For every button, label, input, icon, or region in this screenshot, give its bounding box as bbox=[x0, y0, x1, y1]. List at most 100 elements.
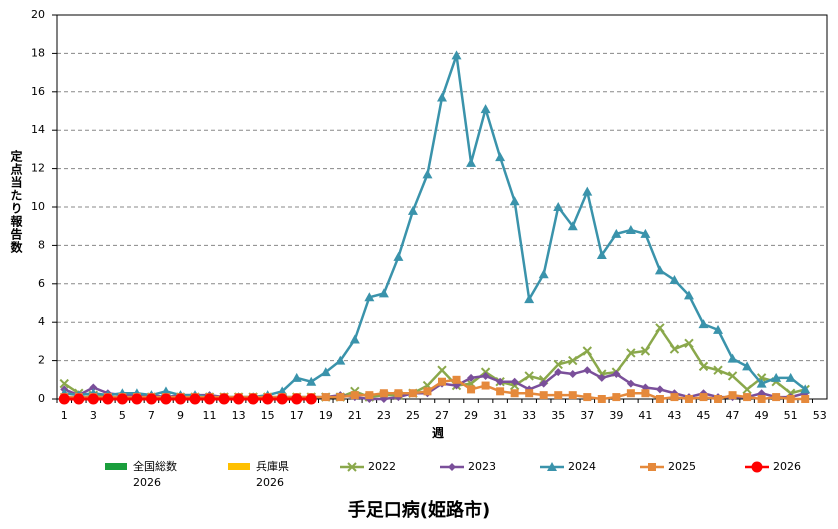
data-point bbox=[727, 353, 738, 363]
legend-label: 2024 bbox=[568, 460, 596, 473]
data-point bbox=[772, 393, 781, 402]
data-point bbox=[684, 338, 694, 349]
data-point bbox=[640, 346, 651, 356]
x-tick-label: 7 bbox=[148, 409, 155, 422]
data-point bbox=[597, 395, 606, 403]
x-tick-label: 25 bbox=[406, 409, 420, 422]
data-point bbox=[655, 395, 664, 403]
data-point bbox=[437, 92, 447, 102]
series-line bbox=[64, 378, 806, 401]
data-point bbox=[626, 348, 636, 358]
legend-marker bbox=[347, 462, 357, 472]
data-point bbox=[698, 319, 709, 329]
data-point bbox=[771, 372, 782, 382]
x-tick-label: 53 bbox=[813, 409, 827, 422]
y-tick-label: 14 bbox=[31, 123, 45, 136]
data-point bbox=[467, 373, 476, 382]
chart-title: 手足口病(姫路市) bbox=[347, 500, 491, 521]
y-tick-label: 16 bbox=[31, 85, 45, 98]
data-point bbox=[160, 393, 172, 405]
legend-label: 2022 bbox=[368, 460, 396, 473]
x-tick-label: 43 bbox=[667, 409, 681, 422]
data-point bbox=[496, 377, 505, 386]
data-point bbox=[582, 346, 592, 356]
data-point bbox=[365, 391, 374, 400]
data-point bbox=[567, 221, 578, 231]
data-point bbox=[510, 377, 519, 386]
data-point bbox=[801, 395, 810, 403]
x-tick-label: 1 bbox=[61, 409, 68, 422]
data-point bbox=[786, 395, 795, 403]
data-point bbox=[58, 393, 70, 405]
data-point bbox=[554, 368, 563, 377]
data-point bbox=[306, 376, 317, 386]
data-point bbox=[145, 393, 157, 405]
x-axis-label: 週 bbox=[432, 426, 445, 440]
x-tick-label: 15 bbox=[261, 409, 275, 422]
data-point bbox=[742, 361, 753, 371]
x-tick-label: 11 bbox=[203, 409, 217, 422]
data-point bbox=[189, 393, 201, 405]
y-tick-label: 4 bbox=[38, 315, 45, 328]
data-point bbox=[59, 378, 69, 389]
data-point bbox=[713, 365, 723, 375]
legend-label: 2025 bbox=[668, 460, 696, 473]
data-point bbox=[277, 386, 288, 396]
data-point bbox=[510, 389, 519, 398]
data-point bbox=[641, 389, 650, 398]
data-point bbox=[350, 391, 359, 400]
data-point bbox=[349, 334, 360, 344]
legend-label: 2026 bbox=[773, 460, 801, 473]
data-point bbox=[597, 373, 606, 382]
data-point bbox=[742, 384, 752, 395]
data-point bbox=[438, 377, 446, 386]
series-line bbox=[64, 54, 806, 399]
data-point bbox=[582, 186, 593, 196]
y-tick-label: 12 bbox=[31, 162, 45, 175]
data-point bbox=[466, 157, 477, 167]
data-point bbox=[756, 378, 767, 388]
data-point bbox=[698, 361, 709, 372]
data-point bbox=[525, 389, 534, 398]
data-point bbox=[640, 228, 651, 238]
data-point bbox=[539, 391, 548, 400]
data-point bbox=[612, 393, 621, 402]
data-point bbox=[553, 359, 563, 370]
data-point bbox=[757, 395, 766, 403]
data-point bbox=[568, 391, 577, 400]
data-point bbox=[393, 251, 404, 261]
data-point bbox=[684, 395, 693, 403]
data-point bbox=[467, 385, 476, 394]
x-tick-label: 27 bbox=[435, 409, 449, 422]
x-tick-label: 49 bbox=[755, 409, 769, 422]
data-point bbox=[553, 202, 564, 211]
data-point bbox=[394, 389, 403, 398]
x-tick-label: 35 bbox=[551, 409, 565, 422]
x-tick-label: 37 bbox=[580, 409, 594, 422]
y-tick-label: 8 bbox=[38, 238, 45, 251]
data-point bbox=[626, 379, 635, 388]
legend-label: 兵庫県 2026 bbox=[256, 460, 289, 489]
data-point bbox=[568, 355, 578, 366]
data-point bbox=[654, 265, 665, 275]
y-tick-label: 2 bbox=[38, 354, 45, 367]
data-point bbox=[321, 393, 330, 402]
data-point bbox=[539, 379, 548, 388]
legend-marker bbox=[648, 463, 656, 471]
data-point bbox=[218, 393, 230, 405]
x-tick-label: 29 bbox=[464, 409, 478, 422]
data-point bbox=[611, 228, 622, 238]
data-point bbox=[655, 385, 664, 394]
data-point bbox=[291, 372, 302, 382]
data-point bbox=[481, 381, 490, 390]
legend-marker bbox=[547, 462, 557, 471]
data-point bbox=[669, 274, 680, 284]
x-tick-label: 5 bbox=[119, 409, 126, 422]
data-point bbox=[422, 169, 433, 179]
x-tick-label: 39 bbox=[609, 409, 623, 422]
data-point bbox=[160, 386, 171, 396]
y-tick-label: 10 bbox=[31, 200, 45, 213]
data-point bbox=[262, 393, 274, 405]
data-point bbox=[364, 292, 375, 302]
